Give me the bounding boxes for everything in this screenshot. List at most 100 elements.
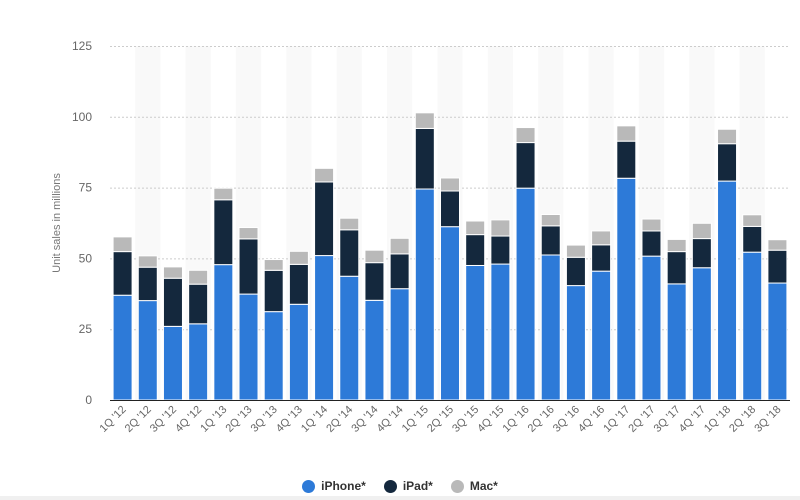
x-tick-label: 3Q '17 <box>652 404 683 435</box>
bar-ipad <box>767 249 788 284</box>
bar-iphone <box>314 255 335 401</box>
bar-iphone <box>188 323 209 401</box>
bar-iphone <box>691 267 712 401</box>
x-tick-label: 2Q '17 <box>626 404 657 435</box>
bar-mac <box>414 112 435 129</box>
legend-item-ipad[interactable]: iPad* <box>383 479 433 493</box>
y-tick-label: 0 <box>85 393 92 407</box>
x-tick-label: 4Q '12 <box>173 404 204 435</box>
legend: iPhone* iPad* Mac* <box>0 479 800 493</box>
bar-mac <box>314 167 335 183</box>
x-tick-label: 2Q '18 <box>727 404 758 435</box>
bar-iphone <box>440 226 460 401</box>
bar-ipad <box>717 143 738 182</box>
bar-ipad <box>314 181 335 257</box>
bar-ipad <box>188 283 209 325</box>
bar-iphone <box>465 264 486 401</box>
legend-marker-mac <box>450 479 464 493</box>
bar-iphone <box>742 251 763 401</box>
y-tick-label: 75 <box>79 181 93 195</box>
bar-iphone <box>137 300 158 401</box>
bar-mac <box>339 217 360 231</box>
bar-mac <box>490 219 511 237</box>
bar-mac <box>162 266 183 279</box>
bar-ipad <box>691 238 712 269</box>
bar-iphone <box>162 325 183 401</box>
bar-iphone <box>288 303 309 401</box>
bar-iphone <box>364 299 385 401</box>
bar-iphone <box>641 255 662 401</box>
bar-mac <box>616 125 637 142</box>
x-tick-label: 1Q '14 <box>299 404 330 435</box>
bar-ipad <box>162 277 183 327</box>
bar-iphone <box>666 283 687 401</box>
x-tick-label: 2Q '14 <box>324 404 355 435</box>
x-tick-label: 1Q '17 <box>601 404 632 435</box>
bar-mac <box>364 249 385 264</box>
bar-mac <box>238 227 259 240</box>
bar-mac <box>591 230 612 246</box>
bar-iphone <box>414 188 435 401</box>
x-tick-label: 4Q '15 <box>475 404 506 435</box>
x-tick-label: 3Q '12 <box>148 404 179 435</box>
x-tick-label: 3Q '15 <box>450 404 481 435</box>
bar-mac <box>515 127 536 144</box>
x-tick-label: 1Q '13 <box>198 404 229 435</box>
bar-ipad <box>213 199 234 266</box>
legend-item-mac[interactable]: Mac* <box>450 479 498 493</box>
y-axis-title: Unit sales in millions <box>51 173 63 273</box>
x-tick-label: 2Q '13 <box>223 404 254 435</box>
bar-mac <box>742 214 763 227</box>
x-tick-label: 3Q '18 <box>752 404 783 435</box>
bar-mac <box>288 250 309 265</box>
legend-label-ipad: iPad* <box>402 479 433 493</box>
bar-ipad <box>591 244 612 272</box>
bar-iphone <box>616 177 637 401</box>
bar-mac <box>137 255 158 268</box>
x-tick-label: 4Q '14 <box>375 404 406 435</box>
x-tick-label: 4Q '17 <box>677 404 708 435</box>
bar-ipad <box>238 238 259 295</box>
bar-mac <box>641 218 662 232</box>
bar-mac <box>565 244 586 258</box>
bar-iphone <box>767 282 788 401</box>
x-tick-label: 1Q '18 <box>702 404 733 435</box>
bar-ipad <box>339 229 360 277</box>
x-tick-label: 2Q '15 <box>425 404 456 435</box>
x-tick-label: 1Q '12 <box>98 404 129 435</box>
bar-ipad <box>414 127 435 190</box>
bar-ipad <box>641 230 662 257</box>
bar-mac <box>440 177 460 192</box>
bar-mac <box>717 128 738 145</box>
x-tick-label: 2Q '16 <box>526 404 557 435</box>
bar-iphone <box>238 293 259 401</box>
x-tick-label: 3Q '16 <box>551 404 582 435</box>
bar-ipad <box>137 266 158 302</box>
bar-ipad <box>288 263 309 305</box>
bar-mac <box>691 222 712 240</box>
bar-ipad <box>515 142 536 189</box>
bar-iphone <box>213 264 234 401</box>
x-tick-label: 3Q '13 <box>249 404 280 435</box>
x-tick-label: 3Q '14 <box>349 404 380 435</box>
bar-mac <box>188 269 209 285</box>
y-tick-label: 100 <box>72 110 92 124</box>
bar-ipad <box>263 269 284 313</box>
bar-ipad <box>490 235 511 265</box>
legend-marker-ipad <box>383 479 397 493</box>
bar-ipad <box>389 253 410 290</box>
bar-ipad <box>565 256 586 287</box>
bar-ipad <box>112 251 133 296</box>
bar-iphone <box>515 187 536 401</box>
bottom-bar <box>0 496 800 500</box>
y-tick-label: 25 <box>79 322 93 336</box>
bar-mac <box>540 214 561 227</box>
bar-mac <box>666 238 687 253</box>
legend-item-iphone[interactable]: iPhone* <box>302 479 366 493</box>
bars <box>112 112 788 401</box>
bar-ipad <box>465 234 486 266</box>
bar-ipad <box>616 140 637 179</box>
x-tick-label: 1Q '16 <box>501 404 532 435</box>
